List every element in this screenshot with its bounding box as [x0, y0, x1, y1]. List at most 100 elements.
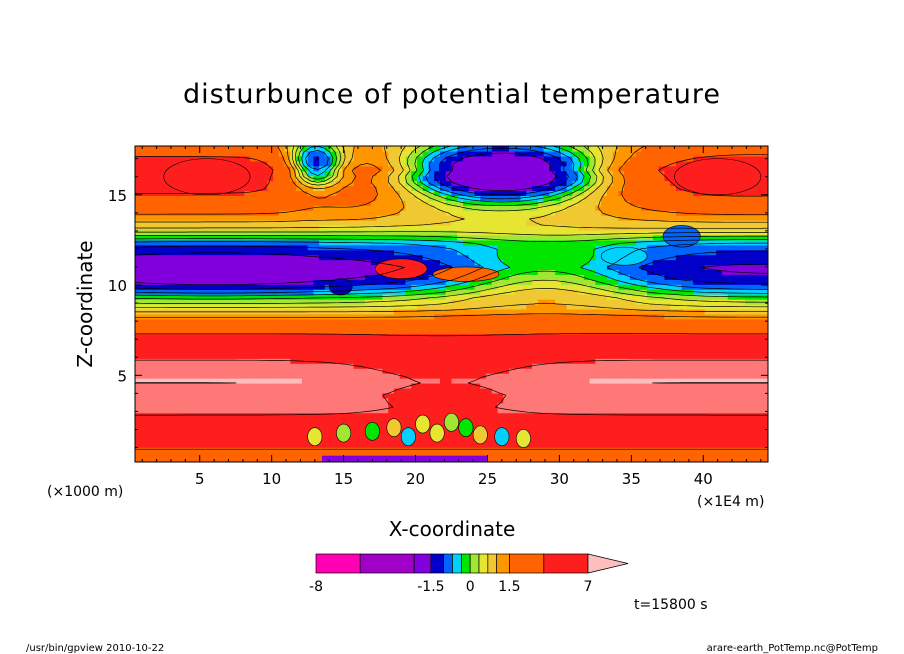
- heatmap-cell: [486, 323, 493, 330]
- heatmap-cell: [560, 328, 568, 335]
- heatmap-cell: [422, 170, 430, 177]
- heatmap-cell: [198, 244, 205, 251]
- heatmap-cell: [491, 249, 499, 256]
- heatmap-cell: [365, 447, 372, 453]
- heatmap-cell: [514, 264, 522, 271]
- heatmap-cell: [439, 368, 447, 374]
- heatmap-cell: [163, 343, 171, 350]
- heatmap-cell: [267, 343, 274, 350]
- heatmap-cell: [370, 378, 378, 384]
- heatmap-cell: [163, 447, 171, 453]
- heatmap-cell: [560, 452, 568, 458]
- heatmap-cell: [135, 155, 142, 162]
- heatmap-cell: [135, 417, 142, 424]
- heatmap-cell: [549, 254, 556, 261]
- heatmap-cell: [238, 234, 245, 241]
- heatmap-cell: [486, 170, 493, 177]
- heatmap-cell: [572, 234, 579, 241]
- heatmap-cell: [158, 146, 165, 152]
- heatmap-cell: [399, 180, 407, 187]
- heatmap-cell: [399, 447, 407, 453]
- heatmap-cell: [319, 378, 326, 384]
- heatmap-cell: [301, 234, 309, 241]
- heatmap-cell: [175, 264, 182, 271]
- heatmap-cell: [209, 457, 217, 462]
- heatmap-cell: [560, 422, 568, 429]
- heatmap-cell: [209, 274, 217, 280]
- heatmap-cell: [365, 417, 372, 424]
- heatmap-cell: [439, 210, 447, 216]
- heatmap-cell: [411, 353, 418, 359]
- heatmap-cell: [163, 284, 171, 290]
- heatmap-cell: [342, 397, 349, 404]
- heatmap-cell: [267, 190, 274, 196]
- heatmap-cell: [416, 289, 424, 295]
- heatmap-cell: [181, 452, 188, 458]
- heatmap-cell: [411, 452, 418, 458]
- heatmap-cell: [255, 368, 263, 374]
- heatmap-cell: [480, 284, 487, 290]
- heatmap-cell: [290, 447, 297, 453]
- heatmap-cell: [445, 264, 453, 271]
- heatmap-cell: [169, 146, 176, 152]
- heatmap-cell: [376, 333, 384, 340]
- heatmap-cell: [382, 373, 389, 379]
- heatmap-cell: [532, 160, 539, 167]
- heatmap-cell: [342, 387, 349, 394]
- heatmap-cell: [365, 363, 372, 369]
- heatmap-cell: [514, 338, 522, 345]
- heatmap-cell: [186, 155, 194, 162]
- heatmap-cell: [140, 205, 148, 211]
- heatmap-cell: [324, 279, 332, 285]
- heatmap-cell: [347, 318, 355, 325]
- heatmap-cell: [169, 402, 176, 409]
- heatmap-cell: [578, 383, 585, 389]
- heatmap-cell: [376, 392, 384, 399]
- heatmap-cell: [273, 348, 280, 354]
- heatmap-cell: [336, 244, 343, 251]
- heatmap-cell: [474, 343, 481, 350]
- heatmap-cell: [278, 215, 286, 221]
- heatmap-cell: [376, 220, 384, 226]
- heatmap-cell: [468, 299, 476, 305]
- heatmap-cell: [296, 259, 303, 266]
- heatmap-cell: [399, 368, 407, 374]
- heatmap-cell: [532, 254, 539, 261]
- heatmap-cell: [273, 259, 280, 266]
- heatmap-cell: [324, 299, 332, 305]
- heatmap-cell: [359, 259, 366, 266]
- heatmap-cell: [578, 259, 585, 266]
- heatmap-cell: [411, 328, 418, 335]
- heatmap-cell: [497, 378, 504, 384]
- heatmap-cell: [514, 244, 522, 251]
- heatmap-cell: [497, 387, 504, 394]
- heatmap-cell: [250, 343, 257, 350]
- heatmap-cell: [514, 299, 522, 305]
- heatmap-cell: [313, 299, 320, 305]
- heatmap-cell: [186, 274, 194, 280]
- heatmap-cell: [158, 269, 165, 275]
- heatmap-cell: [301, 210, 309, 216]
- heatmap-cell: [439, 249, 447, 256]
- heatmap-cell: [509, 239, 516, 246]
- heatmap-cell: [416, 294, 424, 300]
- heatmap-cell: [215, 239, 222, 246]
- heatmap-cell: [186, 437, 194, 443]
- heatmap-cell: [347, 259, 355, 266]
- heatmap-cell: [457, 378, 464, 384]
- heatmap-cell: [278, 432, 286, 438]
- heatmap-cell: [140, 254, 148, 261]
- heatmap-cell: [238, 442, 245, 448]
- heatmap-cell: [572, 294, 579, 300]
- heatmap-cell: [365, 195, 372, 201]
- heatmap-cell: [503, 392, 510, 399]
- heatmap-cell: [238, 358, 245, 364]
- heatmap-cell: [238, 348, 245, 354]
- heatmap-cell: [232, 254, 240, 261]
- heatmap-cell: [445, 452, 453, 458]
- heatmap-cell: [572, 175, 579, 182]
- heatmap-cell: [480, 402, 487, 409]
- heatmap-cell: [336, 146, 343, 152]
- heatmap-cell: [290, 264, 297, 271]
- heatmap-cell: [284, 387, 291, 394]
